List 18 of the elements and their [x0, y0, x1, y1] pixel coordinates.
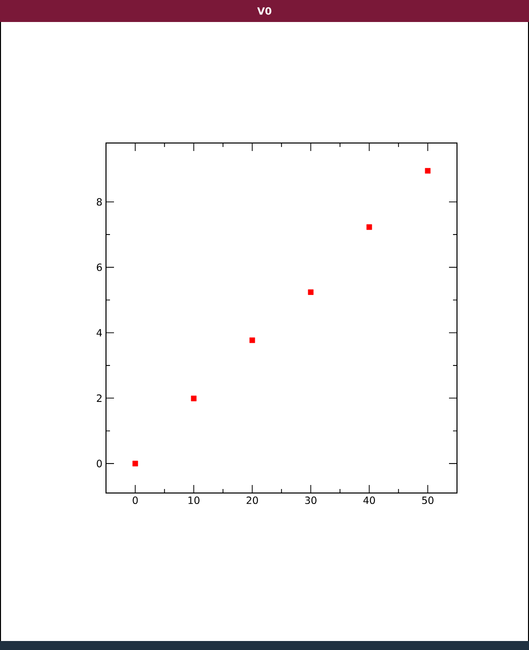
point	[308, 289, 314, 295]
point	[190, 396, 197, 402]
x-tick-label: 50	[422, 496, 434, 504]
point	[249, 337, 256, 344]
y-tick-label: 8	[96, 198, 102, 206]
point	[424, 168, 431, 174]
x-tick-label: 40	[363, 496, 375, 504]
y-tick-label: 4	[96, 329, 102, 336]
y-tick-label: 2	[96, 394, 102, 402]
point	[132, 460, 138, 466]
x-tick-label: 30	[305, 496, 316, 504]
y-tick-label: 0	[96, 460, 102, 468]
x-tick-label: 20	[246, 496, 258, 504]
x-tick-label: 10	[188, 496, 200, 504]
point	[366, 224, 372, 230]
chart-title: V0	[257, 7, 272, 15]
y-tick-label: 6	[96, 264, 102, 272]
x-tick-label: 0	[132, 496, 138, 504]
